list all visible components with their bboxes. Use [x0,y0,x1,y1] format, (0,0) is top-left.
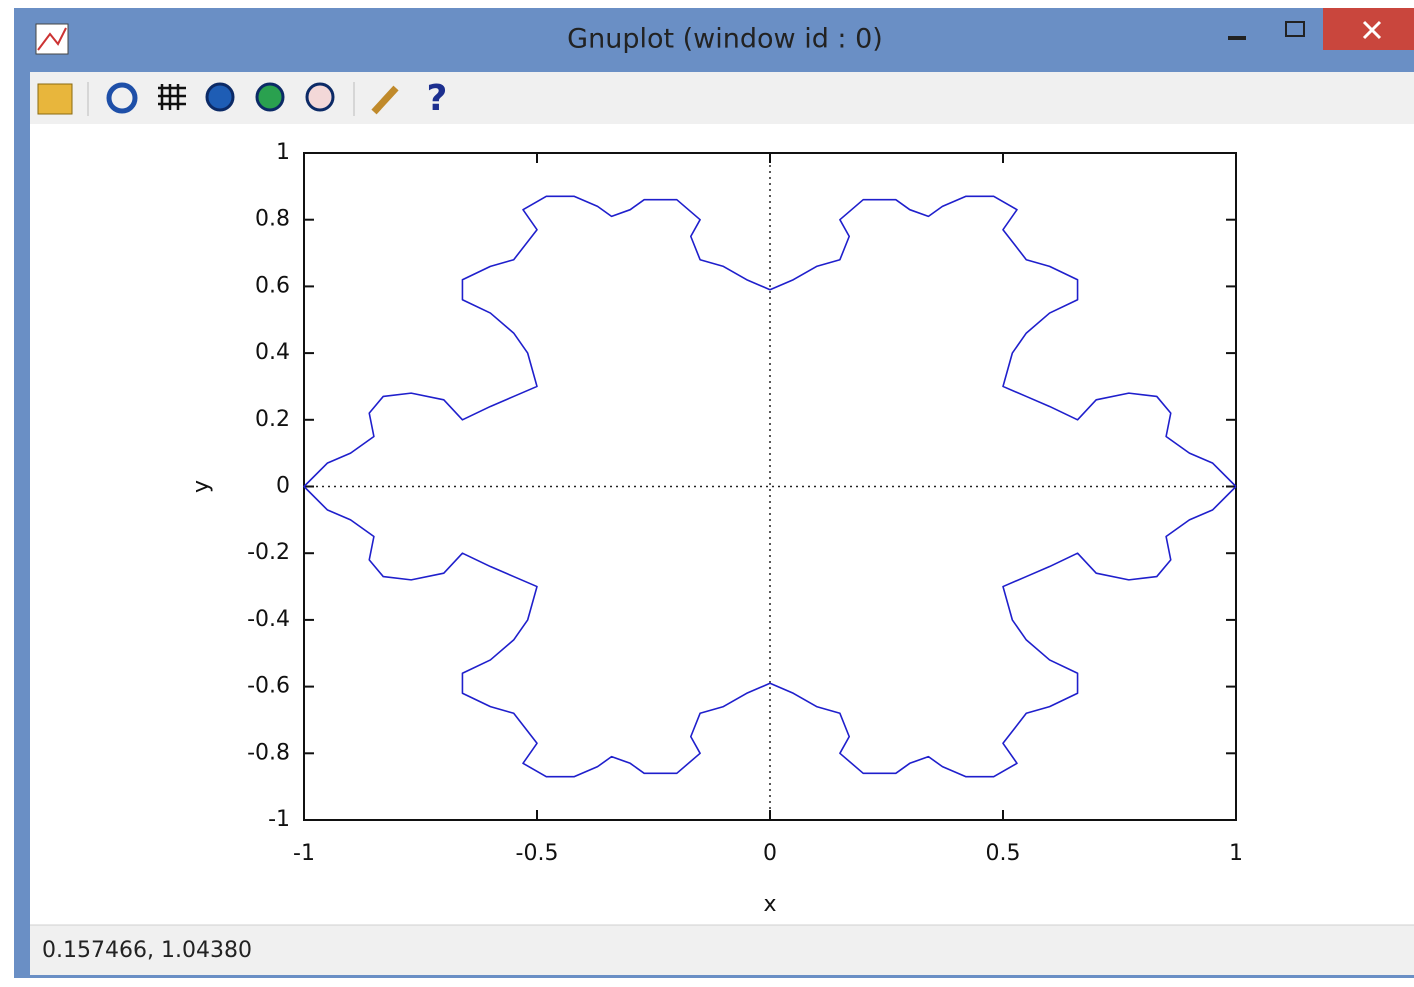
y-tick-label: 0.2 [255,407,290,432]
toolbar [30,72,1414,124]
y-tick-label: 0.6 [255,273,290,298]
x-tick-label: 1 [1229,841,1243,866]
plot: -1 -0.5 0 0.5 1 -1 -0.8 -0.6 -0.4 -0.2 0 0.2 0.4 0.6 0… [189,140,1243,917]
minimize-button[interactable] [1228,36,1246,40]
copy-button[interactable] [37,83,73,115]
zoom-next-button[interactable] [255,82,285,112]
status-bar [30,925,1414,975]
curve [303,195,1237,778]
options-button[interactable] [371,85,399,115]
x-tick-label: 0.5 [986,841,1021,866]
x-tick-label: 0 [763,841,777,866]
y-tick-label: 0 [276,474,290,499]
y-tick-label: 0.4 [255,340,290,365]
help-button[interactable]: ? [427,78,448,119]
x-tick-label: -0.5 [516,841,559,866]
autoscale-button[interactable] [305,82,335,112]
window-title: Gnuplot (window id : 0) [567,24,883,55]
y-tick-label: -1 [268,807,290,832]
app-icon [35,23,69,55]
app-icon-graph [37,27,67,51]
status-text: 0.157466, 1.04380 [42,938,252,963]
y-tick-label: 0.8 [255,207,290,232]
grid-button[interactable] [158,84,186,110]
y-tick-label: -0.6 [247,674,290,699]
x-axis-label: x [763,892,776,917]
y-tick-label: -0.8 [247,740,290,765]
close-icon [1362,20,1382,40]
x-tick-label: -1 [293,841,315,866]
client-area [30,72,1414,970]
y-tick-label: -0.2 [247,540,290,565]
maximize-button[interactable] [1285,21,1305,37]
zoom-prev-button[interactable] [205,82,235,112]
close-button[interactable] [1323,8,1414,50]
replot-button[interactable] [106,82,138,114]
y-tick-label: 1 [276,140,290,165]
y-axis-label: y [189,480,214,493]
y-tick-label: -0.4 [247,607,290,632]
